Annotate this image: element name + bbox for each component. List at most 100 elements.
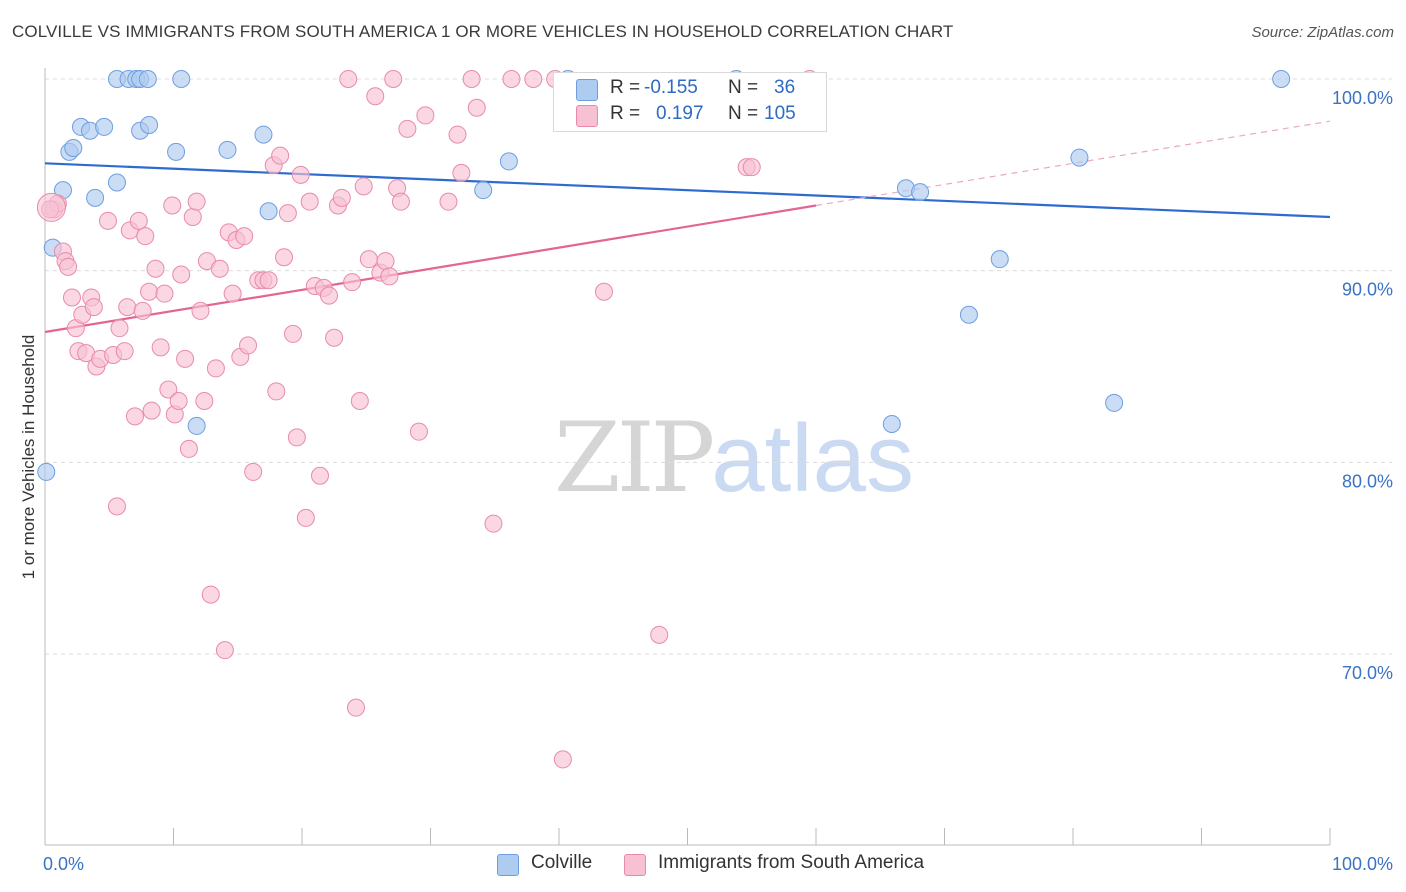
immigrants-point: [36, 192, 66, 222]
gridlines: [45, 78, 1392, 655]
immigrants-point: [310, 466, 329, 485]
immigrants-point: [195, 392, 214, 410]
y-tick-label: 70.0%: [1342, 663, 1393, 683]
immigrants-point: [380, 267, 399, 286]
immigrants-point: [142, 401, 161, 420]
legend-label-immigrants: Immigrants from South America: [658, 852, 925, 873]
trend-lines: [44, 120, 1331, 334]
immigrants-point: [594, 282, 613, 301]
immigrants-point: [354, 177, 373, 196]
colville-point: [474, 181, 493, 200]
immigrants-point: [133, 301, 152, 320]
immigrants-point: [59, 257, 78, 276]
immigrants-point: [98, 211, 117, 230]
immigrants-point: [155, 284, 174, 303]
colville-point: [167, 142, 186, 161]
watermark-atlas: atlas: [711, 405, 914, 512]
immigrants-point: [115, 342, 134, 361]
immigrants-point: [319, 286, 338, 305]
legend-n-label: N =: [728, 103, 759, 124]
legend-n-value: 36: [774, 77, 796, 98]
immigrants-point: [215, 641, 234, 660]
immigrants-point: [467, 98, 486, 117]
immigrants-point: [187, 192, 206, 211]
immigrants-point: [206, 359, 225, 378]
y-tick-label: 100.0%: [1332, 88, 1393, 108]
colville-point: [882, 415, 901, 433]
correlation-legend: R = -0.155 N = 36 R = 0.197 N = 105: [553, 72, 827, 132]
source-credit: Source: ZipAtlas.com: [1251, 24, 1394, 41]
immigrants-point: [179, 439, 198, 458]
immigrants-point: [176, 349, 195, 368]
immigrants-point: [278, 204, 297, 223]
immigrants-point: [110, 319, 129, 338]
colville-point: [86, 188, 105, 207]
immigrants-point: [239, 336, 258, 355]
immigrants-point: [416, 106, 435, 125]
colville-point: [95, 117, 114, 136]
immigrants-point: [140, 282, 159, 301]
immigrants-point: [376, 252, 395, 271]
immigrants-point: [146, 259, 165, 278]
colville-point: [218, 140, 237, 159]
immigrants-point: [366, 87, 385, 106]
immigrants-point: [172, 265, 191, 284]
x-tick-label: 100.0%: [1332, 854, 1393, 874]
immigrants-point: [271, 146, 290, 165]
colville-point: [37, 462, 56, 481]
immigrants-point: [409, 422, 428, 441]
immigrants-point: [129, 211, 148, 230]
immigrants-point: [191, 301, 210, 320]
immigrants-point: [259, 271, 278, 290]
legend-r-label: R =: [610, 103, 641, 124]
immigrants-point: [398, 119, 417, 138]
immigrants-point: [118, 298, 137, 317]
legend-swatch-immigrants: [624, 854, 646, 876]
colville-point: [187, 416, 206, 435]
chart-title: COLVILLE VS IMMIGRANTS FROM SOUTH AMERIC…: [12, 22, 954, 41]
immigrants-point: [384, 70, 403, 88]
immigrants-point: [296, 508, 315, 527]
immigrants-point: [439, 192, 458, 211]
immigrants-point: [484, 514, 503, 533]
immigrants-point: [502, 70, 521, 88]
immigrants-point: [742, 158, 761, 177]
data-points: [36, 70, 1291, 769]
immigrants-point: [125, 407, 144, 426]
colville-point: [911, 183, 930, 202]
immigrants-point: [339, 70, 358, 88]
immigrants-point: [332, 188, 351, 207]
colville-trend-line: [44, 162, 1331, 219]
immigrants-point: [136, 227, 155, 246]
immigrants-point: [650, 625, 669, 644]
immigrants-point: [267, 382, 286, 401]
colville-point: [140, 116, 159, 134]
legend-r-value: -0.155: [644, 77, 698, 98]
immigrants-point: [350, 392, 369, 410]
immigrants-point: [159, 380, 178, 399]
colville-point: [990, 250, 1009, 269]
watermark: ZIPatlas: [554, 402, 914, 514]
colville-point: [959, 305, 978, 324]
legend-n-value: 105: [764, 103, 796, 124]
colville-point: [1272, 70, 1291, 88]
x-tick-label: 0.0%: [43, 854, 84, 874]
immigrants-point: [553, 750, 572, 769]
immigrants-point: [284, 324, 303, 343]
axes: [44, 68, 1331, 846]
immigrants-point: [300, 192, 319, 211]
immigrants-point: [275, 248, 294, 267]
colville-point: [107, 173, 126, 192]
colville-point: [172, 70, 191, 88]
immigrants-point: [391, 192, 410, 211]
legend-r-value: 0.197: [656, 103, 704, 124]
immigrants-point: [151, 338, 170, 357]
immigrants-point: [448, 125, 467, 144]
immigrants-point: [524, 70, 543, 88]
y-tick-label: 90.0%: [1342, 280, 1393, 300]
colville-point: [138, 70, 157, 88]
legend-swatch-immigrants: [576, 105, 598, 127]
immigrants-point: [84, 298, 103, 317]
immigrants-point: [223, 284, 242, 303]
